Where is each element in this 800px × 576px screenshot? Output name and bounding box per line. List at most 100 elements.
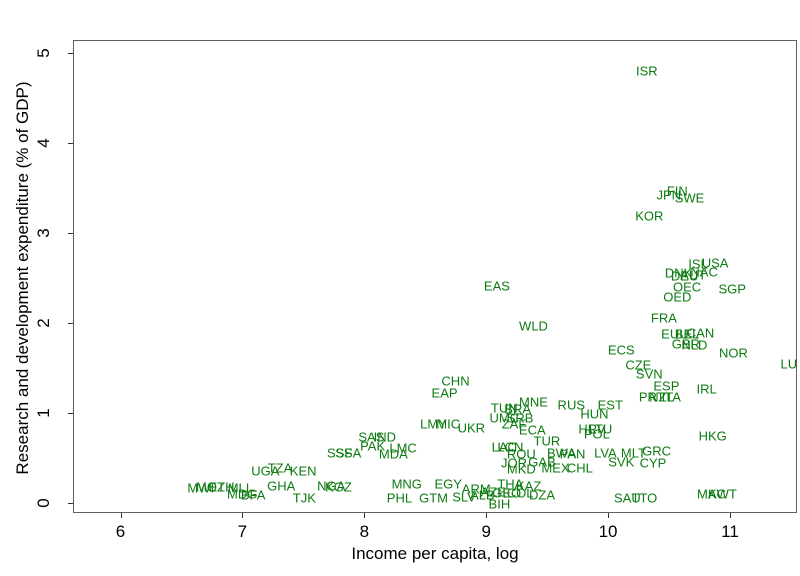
scatter-label-bfa: BFA bbox=[240, 487, 266, 503]
plot-area: ISR FIN JPN SWE KOR ISL USA DNK DEU AUT NAC OEC SGP O… bbox=[73, 40, 797, 513]
scatter-label-bel: BEL bbox=[674, 326, 700, 342]
scatter-label-isl: ISL bbox=[688, 256, 708, 272]
scatter-label-eas: EAS bbox=[483, 278, 510, 294]
scatter-label-ssa: SSA bbox=[335, 445, 362, 461]
scatter-label-cze: CZE bbox=[625, 357, 652, 373]
scatter-label-ind: IND bbox=[373, 429, 396, 445]
scatter-label-lcn: LCN bbox=[497, 439, 524, 455]
scatter-label-ken: KEN bbox=[289, 463, 317, 479]
scatter-label-deu: DEU bbox=[670, 268, 699, 284]
scatter-label-sgp: SGP bbox=[718, 281, 746, 297]
y-tick-mark bbox=[68, 232, 73, 234]
scatter-label-mkd: MKD bbox=[506, 461, 536, 477]
y-tick-label: 2 bbox=[34, 318, 53, 328]
scatter-label-ecs: ECS bbox=[607, 342, 635, 358]
scatter-label-jor: JOR bbox=[501, 455, 527, 471]
scatter-label-alb: ALB bbox=[470, 487, 495, 503]
y-tick-label: 0 bbox=[34, 498, 53, 508]
scatter-label-jpn: JPN bbox=[656, 187, 682, 203]
scatter-label-ita: ITA bbox=[661, 389, 681, 405]
scatter-label-fin: FIN bbox=[666, 183, 688, 199]
scatter-label-nac: NAC bbox=[690, 264, 718, 280]
x-tick-label: 9 bbox=[481, 522, 491, 541]
scatter-label-lmy: LMY bbox=[420, 416, 447, 432]
scatter-label-irl: IRL bbox=[696, 381, 717, 397]
scatter-label-phl: PHL bbox=[386, 490, 413, 506]
x-tick-label: 6 bbox=[115, 522, 126, 541]
x-tick-label: 7 bbox=[237, 522, 248, 541]
scatter-label-bwa: BWA bbox=[546, 445, 577, 461]
scatter-label-aut: AUT bbox=[680, 267, 707, 283]
scatter-label-ukr: UKR bbox=[457, 420, 486, 436]
scatter-label-swe: SWE bbox=[674, 190, 705, 206]
y-tick-mark bbox=[68, 412, 73, 414]
scatter-label-egy: EGY bbox=[434, 476, 462, 492]
y-tick-label: 4 bbox=[34, 137, 53, 148]
scatter-label-gab: GAB bbox=[528, 454, 556, 470]
y-axis-title: Research and development expenditure (% … bbox=[13, 81, 32, 475]
scatter-label-nor: NOR bbox=[718, 345, 748, 361]
x-tick-label: 8 bbox=[359, 522, 370, 541]
scatter-label-sau: SAU bbox=[613, 490, 641, 506]
x-tick-mark bbox=[729, 513, 731, 518]
scatter-label-bih: BIH bbox=[488, 496, 511, 512]
scatter-label-zaf: ZAF bbox=[501, 416, 527, 432]
scatter-label-hkg: HKG bbox=[698, 428, 727, 444]
scatter-label-rou: ROU bbox=[506, 446, 536, 462]
scatter-label-pol: POL bbox=[583, 426, 610, 442]
scatter-label-eap: EAP bbox=[431, 385, 458, 401]
scatter-label-svn: SVN bbox=[635, 366, 663, 382]
y-tick-label: 1 bbox=[34, 408, 53, 418]
scatter-label-kaz: KAZ bbox=[515, 478, 542, 494]
scatter-label-mac: MAC bbox=[697, 486, 726, 502]
scatter-label-geo: GEO bbox=[492, 485, 522, 501]
scatter-label-lac: LAC bbox=[491, 439, 517, 455]
scatter-label-mwi: MWI bbox=[187, 480, 215, 496]
scatter-label-nld: NLD bbox=[681, 337, 708, 353]
x-tick-mark bbox=[364, 513, 366, 518]
scatter-label-dza: DZA bbox=[529, 487, 556, 503]
scatter-label-kor: KOR bbox=[635, 208, 664, 224]
scatter-label-mdg: MDG bbox=[227, 486, 258, 502]
scatter-label-aze: AZE bbox=[480, 484, 506, 500]
scatter-label-tur: TUR bbox=[533, 433, 561, 449]
scatter-label-hrv: HRV bbox=[578, 421, 606, 437]
scatter-label-usa: USA bbox=[701, 255, 729, 271]
scatter-label-est: EST bbox=[597, 397, 623, 413]
scatter-label-rus: RUS bbox=[557, 397, 586, 413]
scatter-label-srb: SRB bbox=[506, 410, 534, 426]
scatter-label-fra: FRA bbox=[650, 310, 677, 326]
scatter-label-col: COL bbox=[506, 485, 534, 501]
y-tick-mark bbox=[68, 142, 73, 144]
scatter-label-cyp: CYP bbox=[639, 455, 667, 471]
scatter-label-uga: UGA bbox=[251, 463, 280, 479]
y-tick-mark bbox=[68, 503, 73, 505]
y-tick-mark bbox=[68, 52, 73, 54]
scatter-label-pak: PAK bbox=[360, 438, 386, 454]
x-tick-mark bbox=[242, 513, 244, 518]
scatter-label-mex: MEX bbox=[541, 460, 570, 476]
scatter-label-nga: NGA bbox=[317, 478, 346, 494]
x-tick-mark bbox=[120, 513, 122, 518]
scatter-label-moz: MOZ bbox=[196, 479, 225, 495]
scatter-label-slv: SLV bbox=[452, 489, 476, 505]
scatter-label-hun: HUN bbox=[580, 406, 609, 422]
scatter-label-esp: ESP bbox=[653, 378, 680, 394]
scatter-label-oec: OEC bbox=[672, 279, 702, 295]
x-tick-label: 11 bbox=[721, 522, 739, 541]
scatter-label-ssf: SSF bbox=[327, 445, 353, 461]
scatter-label-tza: TZA bbox=[267, 460, 293, 476]
scatter-label-ltu: LTU bbox=[588, 421, 613, 437]
scatter-label-nzl: NZL bbox=[649, 389, 674, 405]
scatter-label-svk: SVK bbox=[608, 454, 635, 470]
scatter-label-eca: ECA bbox=[518, 422, 546, 438]
scatter-label-gtm: GTM bbox=[419, 490, 448, 506]
x-tick-mark bbox=[486, 513, 488, 518]
scatter-label-mlt: MLT bbox=[620, 445, 646, 461]
scatter-label-lva: LVA bbox=[594, 445, 617, 461]
scatter-label-bra: BRA bbox=[504, 401, 532, 417]
x-tick-mark bbox=[608, 513, 610, 518]
x-axis-title: Income per capita, log bbox=[351, 544, 519, 563]
scatter-label-eth: ETH bbox=[208, 479, 235, 495]
scatter-label-gha: GHA bbox=[267, 478, 296, 494]
